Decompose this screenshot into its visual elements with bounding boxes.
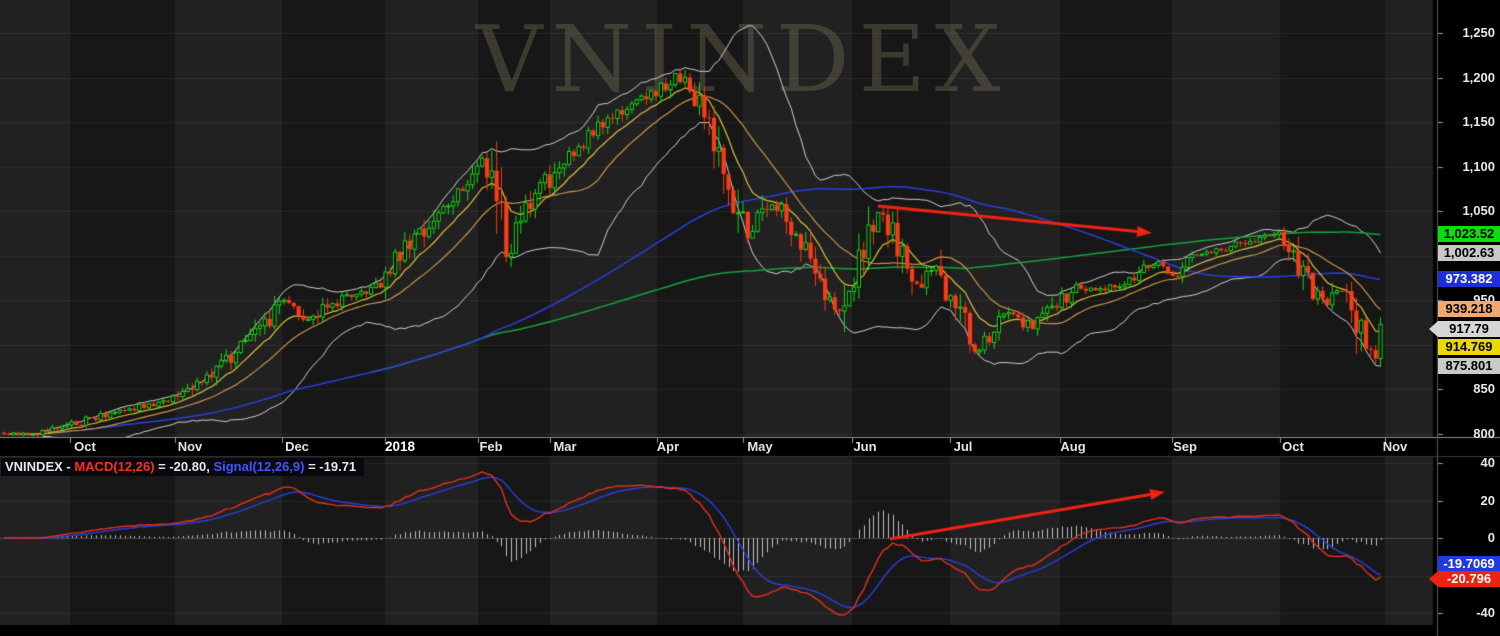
macd-header-symbol: VNINDEX - <box>5 459 75 474</box>
signal-label: Signal(12,26,9) <box>213 459 305 474</box>
macd-label: MACD(12,26) <box>74 459 155 474</box>
signal-value: = -19.71 <box>304 459 357 474</box>
macd-indicator-header: VNINDEX - MACD(12,26) = -20.80, Signal(1… <box>1 458 365 476</box>
macd-value: = -20.80, <box>154 459 214 474</box>
